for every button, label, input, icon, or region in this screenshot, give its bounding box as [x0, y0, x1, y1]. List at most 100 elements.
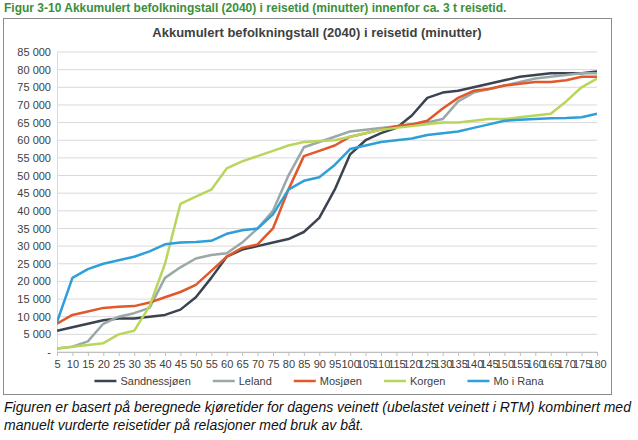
- grid-line: [57, 157, 597, 158]
- legend: Sandnessjøen Leland Mosjøen Korgen Mo i Rana: [94, 375, 544, 387]
- x-tick-label: 85: [298, 358, 310, 370]
- x-tick-mark: [150, 352, 151, 356]
- x-tick-label: 15: [82, 358, 94, 370]
- x-tick-label: 65: [237, 358, 249, 370]
- y-tick-label: 35 000: [17, 222, 51, 234]
- x-tick-mark: [227, 352, 228, 356]
- x-tick-label: 80: [283, 358, 295, 370]
- y-tick-label: 80 000: [17, 64, 51, 76]
- x-tick-mark: [582, 352, 583, 356]
- y-axis: - 5 000 10 000 15 000 20 000 25 000 30 000 35 0…: [17, 46, 57, 358]
- x-tick: 50: [190, 352, 202, 370]
- series-group: [57, 71, 597, 348]
- x-tick: 65: [237, 352, 249, 370]
- x-tick-label: 75: [267, 358, 279, 370]
- y-tick-label: 75 000: [17, 81, 51, 93]
- x-tick-mark: [258, 352, 259, 356]
- y-tick-label: 30 000: [17, 240, 51, 252]
- y-tick: 65 000: [17, 117, 57, 129]
- x-tick: 20: [98, 352, 110, 370]
- figure-caption: Figur 3-10 Akkumulert befolkningstall (2…: [4, 1, 506, 15]
- x-tick-mark: [381, 352, 382, 356]
- x-tick-label: 180: [588, 358, 606, 370]
- y-tick-label: 45 000: [17, 187, 51, 199]
- legend-item: Mosjøen: [294, 375, 362, 387]
- x-tick-mark: [489, 352, 490, 356]
- legend-swatch: [467, 380, 489, 383]
- x-tick-label: 20: [98, 358, 110, 370]
- x-tick: 55: [206, 352, 218, 370]
- x-tick-mark: [504, 352, 505, 356]
- note: Figuren er basert på beregnede kjøretide…: [4, 398, 632, 434]
- grid-line: [57, 87, 597, 88]
- x-tick-mark: [103, 352, 104, 356]
- grid-line: [57, 69, 597, 70]
- y-tick: 15 000: [17, 293, 57, 305]
- x-tick-mark: [88, 352, 89, 356]
- x-tick: 15: [82, 352, 94, 370]
- grid: [57, 52, 597, 352]
- x-tick-mark: [458, 352, 459, 356]
- y-tick: 10 000: [17, 311, 57, 323]
- y-tick: 20 000: [17, 275, 57, 287]
- x-tick-label: 70: [252, 358, 264, 370]
- y-tick-label: 70 000: [17, 99, 51, 111]
- grid-line: [57, 52, 597, 53]
- grid-line: [57, 281, 597, 282]
- x-tick: 5: [54, 352, 60, 370]
- y-axis-line: [57, 53, 58, 353]
- x-tick: 85: [298, 352, 310, 370]
- x-tick: 75: [267, 352, 279, 370]
- y-tick: 85 000: [17, 46, 57, 58]
- legend-label: Mo i Rana: [493, 375, 544, 387]
- y-tick-label: 60 000: [17, 134, 51, 146]
- x-tick: 30: [129, 352, 141, 370]
- y-tick-label: 15 000: [17, 293, 51, 305]
- x-tick-label: 60: [221, 358, 233, 370]
- x-tick-mark: [57, 352, 58, 356]
- x-axis: 5101520253035404550556065707580859095100…: [54, 352, 606, 370]
- x-tick-mark: [165, 352, 166, 356]
- legend-label: Mosjøen: [320, 375, 362, 387]
- series-line: [57, 78, 597, 348]
- y-tick-label: 5 000: [23, 328, 51, 340]
- x-tick-mark: [335, 352, 336, 356]
- x-axis-line: [58, 353, 598, 357]
- x-tick: 40: [159, 352, 171, 370]
- legend-label: Sandnessjøen: [120, 375, 190, 387]
- x-tick-mark: [72, 352, 73, 356]
- x-tick: 180: [588, 352, 606, 370]
- x-tick: 70: [252, 352, 264, 370]
- x-tick-label: 30: [129, 358, 141, 370]
- y-tick: -: [47, 346, 57, 358]
- x-tick-mark: [273, 352, 274, 356]
- y-tick-label: 50 000: [17, 170, 51, 182]
- y-tick-label: 85 000: [17, 46, 51, 58]
- y-tick: 70 000: [17, 99, 57, 111]
- x-tick-label: 50: [190, 358, 202, 370]
- y-tick: 75 000: [17, 81, 57, 93]
- x-tick-mark: [551, 352, 552, 356]
- legend-item: Mo i Rana: [467, 375, 544, 387]
- x-tick: 80: [283, 352, 295, 370]
- x-tick-label: 25: [113, 358, 125, 370]
- x-tick-mark: [597, 352, 598, 356]
- x-tick-mark: [211, 352, 212, 356]
- x-tick-label: 90: [314, 358, 326, 370]
- x-tick: 35: [144, 352, 156, 370]
- x-tick-mark: [319, 352, 320, 356]
- chart-title: Akkumulert befolkningstall (2040) i reis…: [152, 25, 481, 40]
- y-tick-label: 55 000: [17, 152, 51, 164]
- legend-item: Korgen: [384, 375, 445, 387]
- y-tick: 25 000: [17, 258, 57, 270]
- series-line: [57, 77, 597, 324]
- grid-line: [57, 210, 597, 211]
- y-tick: 60 000: [17, 134, 57, 146]
- x-tick-mark: [427, 352, 428, 356]
- legend-swatch: [94, 380, 116, 383]
- x-tick: 60: [221, 352, 233, 370]
- legend-item: Leland: [213, 375, 272, 387]
- y-tick: 80 000: [17, 64, 57, 76]
- chart-frame: [4, 19, 612, 395]
- series-line: [57, 71, 597, 330]
